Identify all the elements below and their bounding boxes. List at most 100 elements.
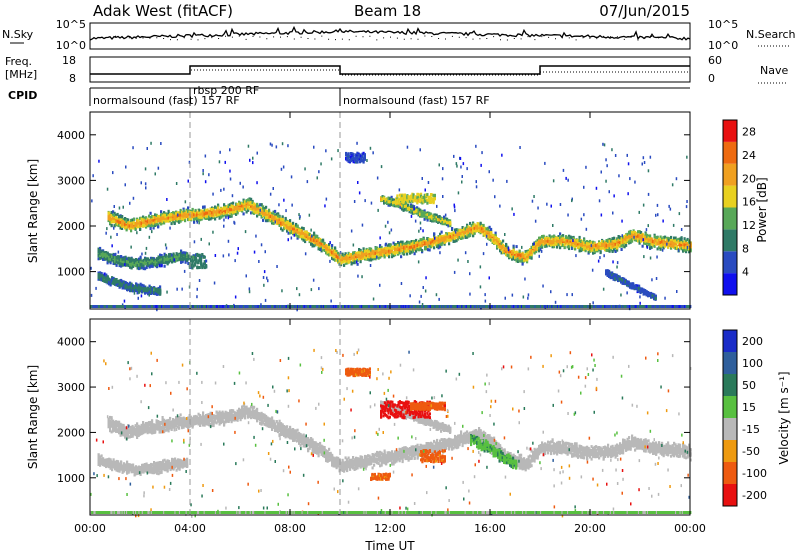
- range-gate-cell: [148, 224, 151, 228]
- range-gate-cell: [409, 245, 412, 249]
- range-gate-cell: [289, 225, 292, 229]
- range-gate-cell: [322, 238, 325, 242]
- range-gate-cell: [344, 256, 347, 259]
- range-gate-cell: [269, 218, 272, 222]
- range-gate-cell: [494, 231, 497, 235]
- range-gate-cell: [373, 255, 376, 259]
- range-gate-cell: [115, 215, 118, 219]
- range-gate-cell: [175, 218, 178, 222]
- range-gate-cell: [316, 240, 319, 244]
- range-gate-cell: [187, 211, 190, 215]
- range-gate-cell: [317, 237, 320, 241]
- range-gate-cell: [155, 222, 158, 226]
- range-gate-cell: [286, 229, 289, 233]
- nsky-label: N.Sky: [2, 28, 34, 41]
- range-gate-cell: [440, 240, 443, 244]
- range-gate-cell: [115, 223, 118, 226]
- range-gate-cell: [203, 216, 206, 220]
- range-gate-cell: [415, 240, 418, 244]
- range-gate-cell: [446, 238, 449, 242]
- range-gate-cell: [425, 247, 428, 251]
- range-gate-cell: [509, 254, 512, 258]
- range-gate-cell: [433, 239, 436, 243]
- range-gate-cell: [328, 243, 331, 246]
- range-gate-cell: [314, 235, 317, 239]
- range-gate-cell: [410, 250, 413, 254]
- range-gate-cell: [391, 255, 394, 259]
- range-gate-cell: [212, 209, 215, 213]
- range-gate-cell: [121, 227, 124, 230]
- range-gate-cell: [496, 238, 499, 242]
- range-gate-cell: [107, 214, 110, 218]
- range-gate-cell: [460, 234, 463, 238]
- range-gate-cell: [172, 220, 175, 224]
- range-gate-cell: [443, 240, 446, 244]
- range-gate-cell: [358, 248, 361, 251]
- range-gate-cell: [367, 256, 370, 260]
- range-gate-cell: [190, 211, 193, 214]
- range-gate-cell: [490, 232, 493, 235]
- range-gate-cell: [319, 245, 322, 249]
- range-gate-cell: [280, 227, 283, 231]
- range-gate-cell: [271, 219, 274, 223]
- range-gate-cell: [254, 204, 257, 208]
- range-gate-cell: [115, 220, 118, 224]
- range-gate-cell: [290, 230, 293, 234]
- range-gate-cell: [503, 247, 506, 251]
- range-gate-cell: [383, 254, 386, 258]
- range-gate-cell: [226, 205, 229, 209]
- range-gate-cell: [226, 213, 229, 217]
- range-gate-cell: [340, 263, 343, 267]
- range-gate-cell: [461, 230, 464, 234]
- range-gate-cell: [473, 226, 476, 230]
- range-gate-cell: [221, 208, 224, 212]
- range-gate-cell: [289, 219, 292, 223]
- range-gate-cell: [449, 233, 452, 236]
- range-gate-cell: [389, 246, 392, 250]
- range-gate-cell: [337, 254, 340, 258]
- range-gate-cell: [512, 253, 515, 257]
- range-gate-cell: [347, 254, 350, 258]
- range-gate-cell: [218, 212, 221, 216]
- range-gate-cell: [154, 220, 157, 224]
- range-gate-cell: [370, 249, 373, 253]
- range-gate-cell: [287, 220, 290, 224]
- range-gate-cell: [352, 261, 355, 265]
- range-gate-cell: [247, 205, 250, 209]
- range-gate-cell: [208, 215, 211, 219]
- range-gate-cell: [359, 253, 362, 257]
- range-gate-cell: [404, 249, 407, 253]
- range-gate-cell: [274, 215, 277, 219]
- freq-panel-frame: [89, 56, 691, 83]
- range-gate-cell: [301, 226, 304, 230]
- range-gate-cell: [353, 257, 356, 261]
- range-gate-cell: [139, 223, 142, 227]
- range-gate-cell: [268, 210, 271, 214]
- range-gate-cell: [296, 230, 299, 234]
- range-gate-cell: [442, 234, 445, 238]
- range-gate-cell: [332, 249, 335, 253]
- range-gate-cell: [397, 246, 400, 250]
- range-gate-cell: [448, 236, 451, 239]
- range-gate-cell: [175, 215, 178, 219]
- range-gate-cell: [227, 209, 230, 213]
- range-gate-cell: [427, 238, 430, 242]
- range-gate-cell: [202, 213, 205, 217]
- range-gate-cell: [499, 240, 502, 244]
- range-gate-cell: [284, 221, 287, 225]
- range-gate-cell: [497, 240, 500, 244]
- range-gate-cell: [395, 243, 398, 246]
- range-gate-cell: [512, 251, 515, 255]
- range-gate-cell: [323, 249, 326, 252]
- nsearch-dots: [115, 35, 666, 41]
- range-gate-cell: [145, 223, 148, 227]
- range-gate-cell: [472, 222, 475, 226]
- range-gate-cell: [205, 211, 208, 215]
- range-gate-cell: [277, 218, 280, 222]
- range-gate-cell: [208, 209, 211, 213]
- range-gate-cell: [245, 201, 248, 205]
- range-gate-cell: [119, 226, 122, 230]
- range-gate-cell: [220, 215, 223, 219]
- range-gate-cell: [391, 246, 394, 250]
- range-gate-cell: [130, 229, 133, 233]
